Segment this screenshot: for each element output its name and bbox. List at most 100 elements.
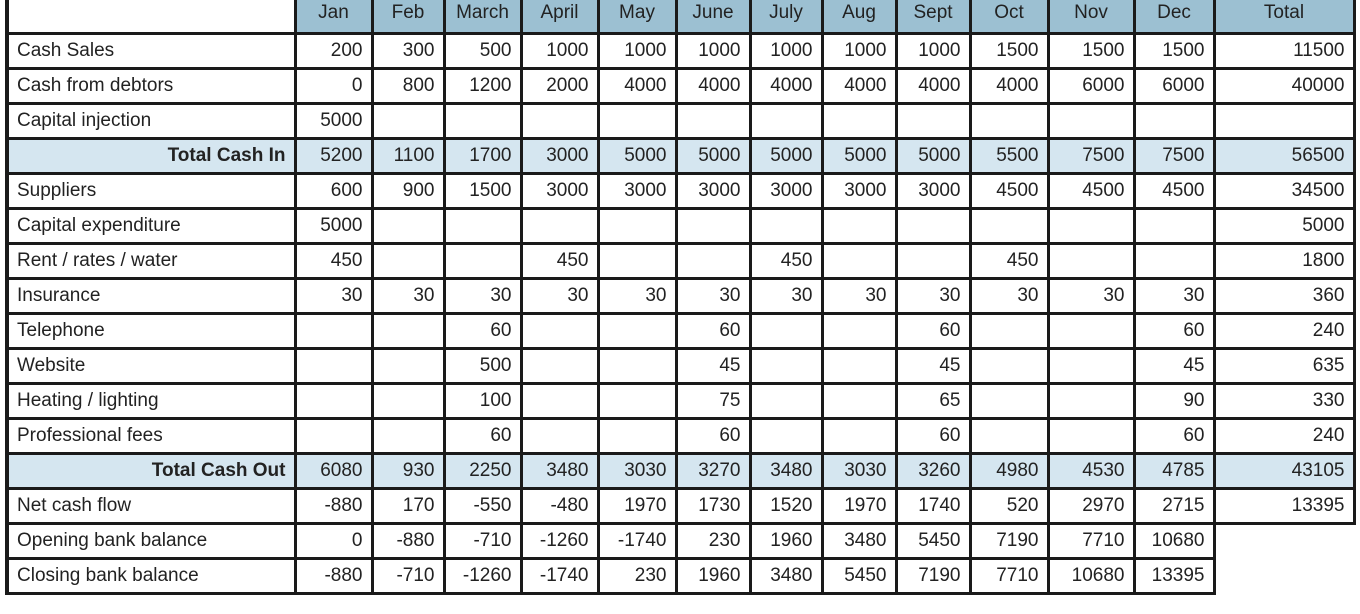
cell-march — [442, 102, 523, 140]
cell-july — [748, 382, 824, 420]
row-label: Total Cash In — [5, 137, 297, 175]
column-header-sept: Sept — [894, 0, 972, 35]
cell-july: 450 — [748, 242, 824, 280]
table-row: Capital expenditure 5000 5000 — [5, 207, 1356, 245]
cell-sept: 7190 — [894, 557, 972, 595]
cell-dec: 10680 — [1132, 522, 1216, 560]
cell-nov: 30 — [1046, 277, 1136, 315]
column-header-aug: Aug — [820, 0, 898, 35]
cell-april: 30 — [519, 277, 600, 315]
cell-feb: 900 — [370, 172, 446, 210]
cell-june: 5000 — [674, 137, 752, 175]
cell-aug: 4000 — [820, 67, 898, 105]
cell-may — [596, 102, 678, 140]
cell-total: 40000 — [1212, 67, 1356, 105]
cell-oct: 450 — [968, 242, 1050, 280]
cell-april — [519, 417, 600, 455]
header-blank — [7, 0, 295, 35]
cell-feb — [370, 347, 446, 385]
cell-jan: 0 — [293, 522, 374, 560]
cell-aug — [820, 207, 898, 245]
cell-march: 500 — [442, 32, 523, 70]
cell-july — [748, 207, 824, 245]
cell-july: 1000 — [748, 32, 824, 70]
row-label: Opening bank balance — [5, 522, 297, 560]
cell-march: 500 — [442, 347, 523, 385]
cell-april: 450 — [519, 242, 600, 280]
total-row: Total Cash Out 6080 930 2250 3480 3030 3270 348… — [5, 452, 1356, 490]
cell-sept: 3000 — [894, 172, 972, 210]
cell-oct: 4980 — [968, 452, 1050, 490]
cell-july: 3480 — [748, 452, 824, 490]
cell-jan: -880 — [293, 557, 374, 595]
cell-aug — [820, 102, 898, 140]
cell-nov: 1500 — [1046, 32, 1136, 70]
cell-nov: 4500 — [1046, 172, 1136, 210]
row-label: Professional fees — [5, 417, 297, 455]
column-header-nov: Nov — [1046, 0, 1136, 35]
cell-may: 5000 — [596, 137, 678, 175]
cell-aug: 3000 — [820, 172, 898, 210]
cell-april: -1260 — [519, 522, 600, 560]
table-row: Cash Sales 200 300 500 1000 1000 1000 1000 1000 1… — [5, 32, 1356, 70]
cell-july: 1520 — [748, 487, 824, 525]
cell-dec: 45 — [1132, 347, 1216, 385]
cell-sept — [894, 207, 972, 245]
table-row: Insurance 30 30 30 30 30 30 30 30 30 30 30 30 360 — [5, 277, 1356, 315]
cell-nov — [1046, 102, 1136, 140]
cell-april: -480 — [519, 487, 600, 525]
column-header-june: June — [674, 0, 752, 35]
cell-july: 1960 — [748, 522, 824, 560]
cell-oct: 1500 — [968, 32, 1050, 70]
cell-oct — [968, 312, 1050, 350]
cell-march: -1260 — [442, 557, 523, 595]
cell-dec: 60 — [1132, 312, 1216, 350]
cell-sept: 60 — [894, 417, 972, 455]
cell-june: 75 — [674, 382, 752, 420]
column-header-april: April — [519, 0, 600, 35]
cell-feb — [370, 242, 446, 280]
cell-june — [674, 102, 752, 140]
cell-total: 11500 — [1212, 32, 1356, 70]
cell-total: 13395 — [1212, 487, 1356, 525]
cell-aug: 30 — [820, 277, 898, 315]
cell-nov — [1046, 347, 1136, 385]
cell-may: 1970 — [596, 487, 678, 525]
header-row: Jan Feb March April May June July Aug Sept Oct Nov… — [7, 0, 1356, 35]
cell-dec — [1132, 102, 1216, 140]
cell-june: 1000 — [674, 32, 752, 70]
cell-sept — [894, 242, 972, 280]
column-header-dec: Dec — [1132, 0, 1216, 35]
cell-april: -1740 — [519, 557, 600, 595]
cell-may — [596, 312, 678, 350]
cell-feb: -710 — [370, 557, 446, 595]
cell-may: -1740 — [596, 522, 678, 560]
row-label: Closing bank balance — [5, 557, 297, 595]
cell-aug — [820, 382, 898, 420]
cell-may — [596, 382, 678, 420]
cell-sept — [894, 102, 972, 140]
row-label: Website — [5, 347, 297, 385]
cell-oct: 7190 — [968, 522, 1050, 560]
cell-april: 3480 — [519, 452, 600, 490]
cell-may: 3000 — [596, 172, 678, 210]
cash-flow-table: Jan Feb March April May June July Aug Sept Oct Nov… — [5, 0, 1356, 595]
cell-total: 1800 — [1212, 242, 1356, 280]
cell-march: -550 — [442, 487, 523, 525]
cell-march: 30 — [442, 277, 523, 315]
cell-july — [748, 312, 824, 350]
cell-nov — [1046, 382, 1136, 420]
cell-june: 45 — [674, 347, 752, 385]
cell-march: 1200 — [442, 67, 523, 105]
cell-may — [596, 417, 678, 455]
cell-april — [519, 312, 600, 350]
table-row: Cash from debtors 0 800 1200 2000 4000 4000 400… — [5, 67, 1356, 105]
cell-aug: 3030 — [820, 452, 898, 490]
table-row: Telephone 60 60 60 60 240 — [5, 312, 1356, 350]
cell-oct: 520 — [968, 487, 1050, 525]
cell-sept: 65 — [894, 382, 972, 420]
cell-total: 240 — [1212, 312, 1356, 350]
cell-june: 30 — [674, 277, 752, 315]
empty-total-cell — [1212, 523, 1354, 559]
cell-june: 60 — [674, 417, 752, 455]
